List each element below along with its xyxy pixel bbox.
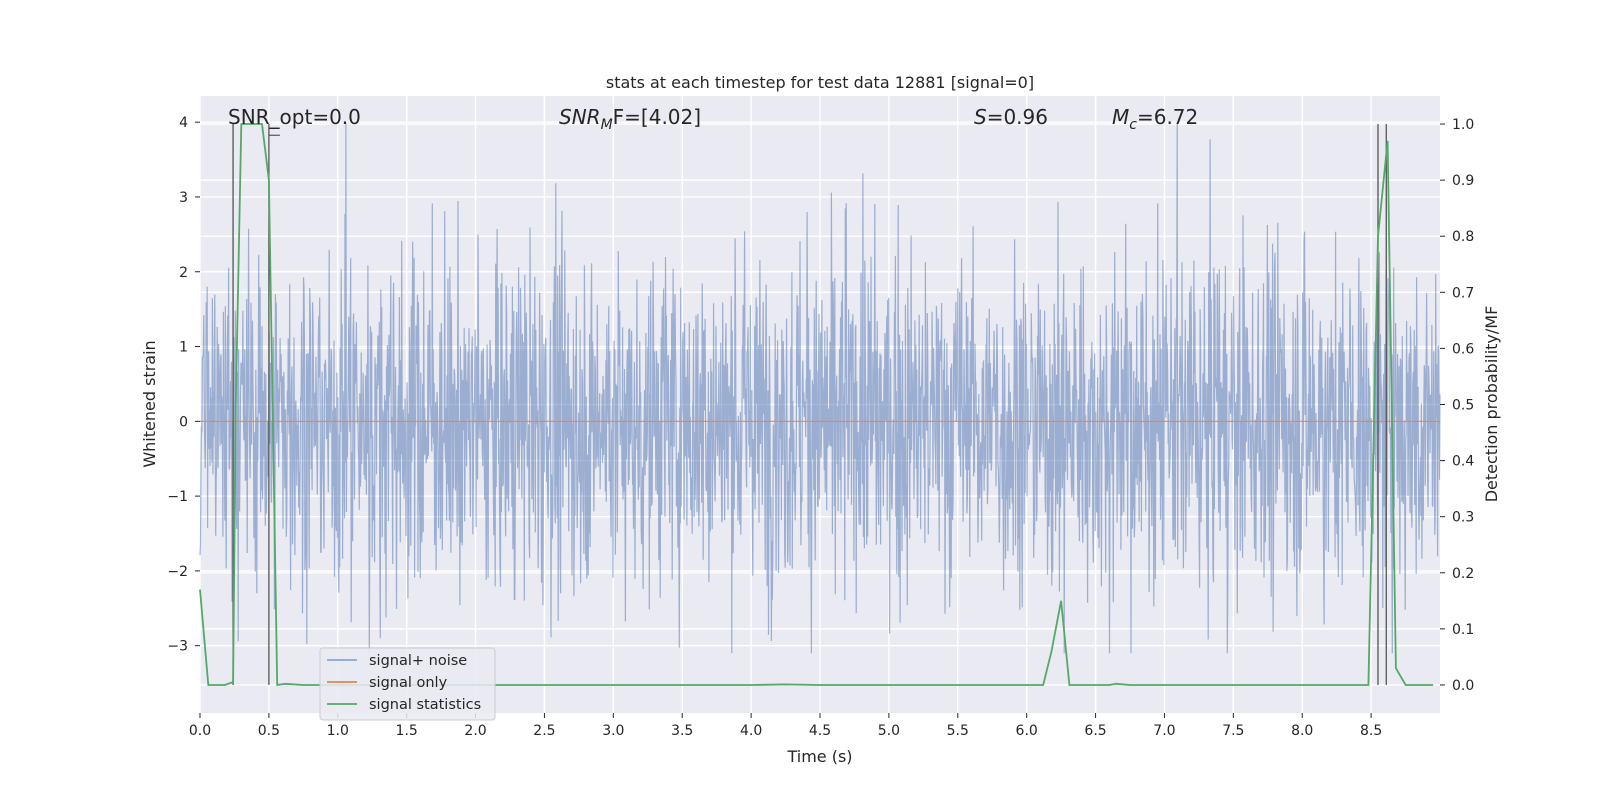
y-right-tick-label: 0.7 xyxy=(1452,285,1474,301)
y-axis-left-ticks: −3 −2 −1 0 1 2 3 4 xyxy=(167,115,200,655)
mc-sub: c xyxy=(1129,117,1137,133)
x-tick-label: 0.0 xyxy=(189,723,211,739)
s-value: =0.96 xyxy=(987,105,1048,129)
y-right-tick-label: 0.0 xyxy=(1452,678,1474,694)
legend-label-signal-statistics: signal statistics xyxy=(369,697,481,713)
x-tick-label: 6.5 xyxy=(1084,723,1106,739)
x-axis-ticks: 0.0 0.5 1.0 1.5 2.0 2.5 3.0 3.5 4.0 4.5 5.0 5.5 6.0 6… xyxy=(189,713,1382,739)
y-right-tick-label: 1.0 xyxy=(1452,117,1474,133)
x-tick-label: 8.5 xyxy=(1360,723,1382,739)
y-right-tick-label: 0.8 xyxy=(1452,229,1474,245)
y-right-tick-label: 0.2 xyxy=(1452,566,1474,582)
x-axis-label: Time (s) xyxy=(786,747,852,766)
x-tick-label: 7.5 xyxy=(1222,723,1244,739)
x-tick-label: 4.0 xyxy=(740,723,762,739)
x-tick-label: 3.5 xyxy=(671,723,693,739)
series-signal-noise xyxy=(199,122,1441,654)
chart-title: stats at each timestep for test data 128… xyxy=(606,73,1034,92)
annotation-s: S=0.96 xyxy=(974,105,1048,129)
signal-noise-line xyxy=(199,122,1441,654)
series-signal-statistics xyxy=(199,123,1434,687)
y-axis-left-label: Whitened strain xyxy=(140,340,159,467)
legend: signal+ noise signal only signal statist… xyxy=(319,647,496,721)
mc-value: =6.72 xyxy=(1137,105,1198,129)
y-left-tick-label: −1 xyxy=(167,489,188,505)
y-left-tick-label: −3 xyxy=(167,639,188,655)
y-right-tick-label: 0.4 xyxy=(1452,454,1474,470)
x-tick-label: 6.0 xyxy=(1016,723,1038,739)
y-right-tick-label: 0.1 xyxy=(1452,622,1474,638)
signal-statistics-line xyxy=(199,123,1434,687)
snr-mf-rest: F=[4.02] xyxy=(613,105,701,129)
x-tick-label: 2.5 xyxy=(533,723,555,739)
y-axis-right-ticks: 0.0 0.1 0.2 0.3 0.4 0.5 0.6 0.7 0.8 0.9 1.0 xyxy=(1440,117,1474,694)
snr-mf-base: SNR xyxy=(559,105,601,129)
x-tick-label: 5.0 xyxy=(878,723,900,739)
legend-box xyxy=(319,647,496,721)
y-left-tick-label: 3 xyxy=(179,190,188,206)
x-tick-label: 1.0 xyxy=(327,723,349,739)
annotation-mc: Mc=6.72 xyxy=(1112,105,1198,133)
y-left-tick-label: 0 xyxy=(179,414,188,430)
x-tick-label: 3.0 xyxy=(602,723,624,739)
y-axis-right-label: Detection probability/MF xyxy=(1482,306,1501,503)
legend-label-signal-noise: signal+ noise xyxy=(369,653,467,669)
mc-base: M xyxy=(1112,105,1129,129)
x-tick-label: 0.5 xyxy=(258,723,280,739)
y-left-tick-label: 4 xyxy=(179,115,188,131)
y-right-tick-label: 0.6 xyxy=(1452,341,1474,357)
x-tick-label: 4.5 xyxy=(809,723,831,739)
x-tick-label: 8.0 xyxy=(1291,723,1313,739)
y-left-tick-label: 2 xyxy=(179,265,188,281)
y-right-tick-label: 0.3 xyxy=(1452,510,1474,526)
y-right-tick-label: 0.5 xyxy=(1452,398,1474,414)
y-left-tick-label: 1 xyxy=(179,340,188,356)
y-left-tick-label: −2 xyxy=(167,564,188,580)
annotation-snr-opt: SNR_opt=0.0 xyxy=(228,105,361,129)
x-tick-label: 2.0 xyxy=(464,723,486,739)
y-right-tick-label: 0.9 xyxy=(1452,173,1474,189)
snr-mf-sub: M xyxy=(601,117,613,133)
x-tick-label: 5.5 xyxy=(947,723,969,739)
s-symbol: S xyxy=(974,105,987,129)
x-tick-label: 1.5 xyxy=(396,723,418,739)
legend-label-signal-only: signal only xyxy=(369,675,448,691)
x-tick-label: 7.0 xyxy=(1153,723,1175,739)
annotation-snr-mf: SNRMF=[4.02] xyxy=(559,105,701,133)
